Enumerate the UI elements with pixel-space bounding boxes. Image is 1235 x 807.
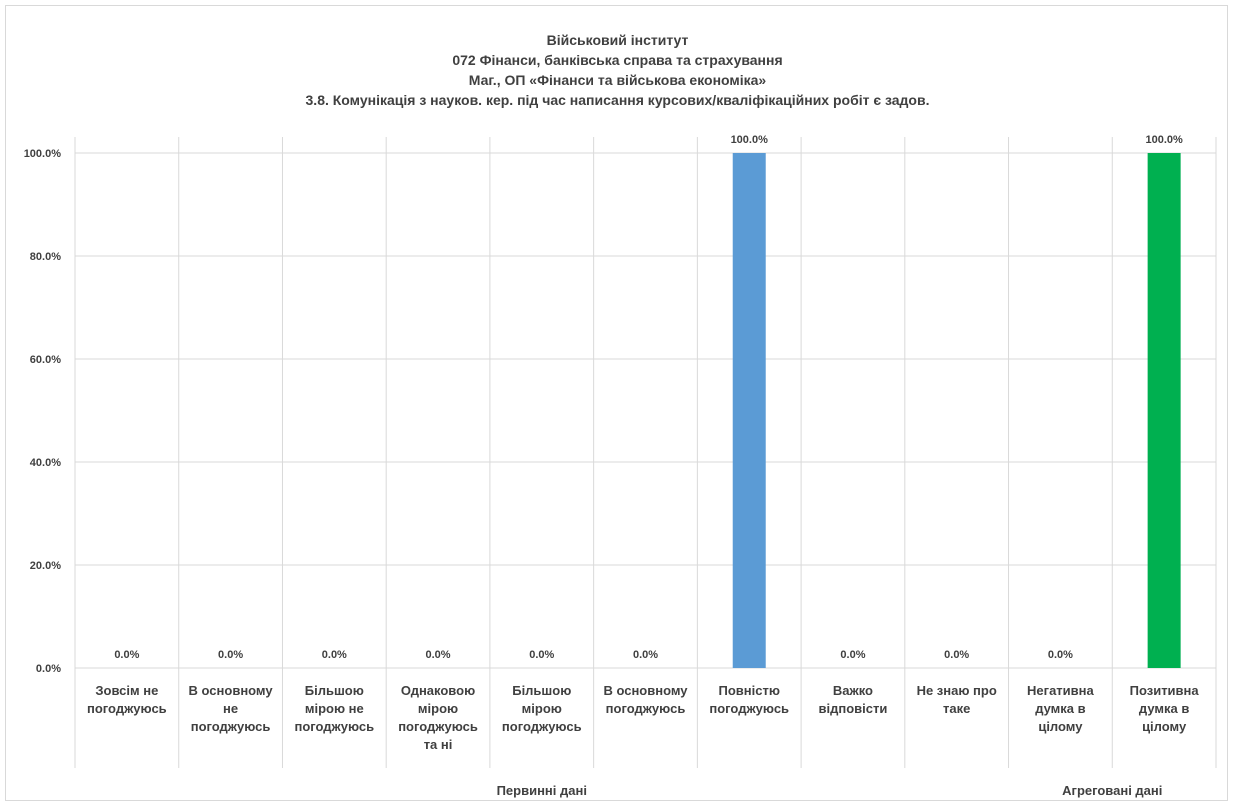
data-label: 0.0% — [840, 649, 865, 661]
x-category-label: цілому — [1142, 719, 1187, 734]
data-label: 0.0% — [944, 649, 969, 661]
group-label: Первинні дані — [497, 783, 587, 798]
x-category-label: Більшою — [305, 683, 364, 698]
bar — [732, 153, 766, 668]
chart-title-line-4: 3.8. Комунікація з науков. кер. під час … — [305, 92, 930, 108]
data-label: 0.0% — [529, 649, 554, 661]
data-label: 0.0% — [1048, 649, 1073, 661]
x-category-label: погоджуюсь — [87, 701, 167, 716]
x-category-label: Повністю — [719, 683, 780, 698]
data-label: 0.0% — [426, 649, 451, 661]
data-label: 0.0% — [218, 649, 243, 661]
chart-title-line-1: Військовий інститут — [546, 32, 689, 48]
y-tick-label: 80.0% — [30, 251, 61, 263]
x-category-label: Однаковою — [401, 683, 475, 698]
x-category-label: думка в — [1139, 701, 1189, 716]
chart-title: Військовий інститут 072 Фінанси, банківс… — [0, 30, 1235, 110]
x-category-label: Негативна — [1027, 683, 1094, 698]
x-category-label: не — [223, 701, 238, 716]
x-category-label: Більшою — [512, 683, 571, 698]
bar — [1147, 153, 1181, 668]
y-tick-label: 0.0% — [36, 663, 61, 675]
x-category-label: мірою — [522, 701, 562, 716]
data-label: 0.0% — [114, 649, 139, 661]
x-category-label: мірою — [418, 701, 458, 716]
y-tick-label: 40.0% — [30, 457, 61, 469]
y-tick-label: 60.0% — [30, 354, 61, 366]
x-category-label: відповісти — [819, 701, 888, 716]
group-label: Агреговані дані — [1062, 783, 1162, 798]
x-category-label: цілому — [1038, 719, 1083, 734]
x-category-label: думка в — [1035, 701, 1085, 716]
x-category-label: погоджуюсь — [294, 719, 374, 734]
x-category-label: погоджуюсь — [191, 719, 271, 734]
x-category-label: погоджуюсь — [606, 701, 686, 716]
chart-title-line-2: 072 Фінанси, банківська справа та страху… — [452, 52, 783, 68]
x-category-label: таке — [943, 701, 970, 716]
x-category-label: Важко — [833, 683, 873, 698]
x-category-label: Позитивна — [1130, 683, 1200, 698]
x-category-label: мірою не — [305, 701, 364, 716]
x-category-label: В основному — [189, 683, 274, 698]
data-label: 100.0% — [1145, 134, 1183, 146]
x-category-label: погоджуюсь — [502, 719, 582, 734]
x-category-label: погоджуюсь — [398, 719, 478, 734]
x-category-label: В основному — [603, 683, 688, 698]
x-category-label: погоджуюсь — [709, 701, 789, 716]
chart-title-line-3: Маг., ОП «Фінанси та військова економіка… — [468, 72, 767, 88]
x-category-label: Не знаю про — [917, 683, 997, 698]
data-label: 0.0% — [322, 649, 347, 661]
y-tick-label: 20.0% — [30, 560, 61, 572]
x-category-label: Зовсім не — [95, 683, 158, 698]
y-tick-label: 100.0% — [24, 148, 62, 160]
data-label: 100.0% — [731, 134, 769, 146]
data-label: 0.0% — [633, 649, 658, 661]
x-category-label: та ні — [424, 737, 453, 752]
